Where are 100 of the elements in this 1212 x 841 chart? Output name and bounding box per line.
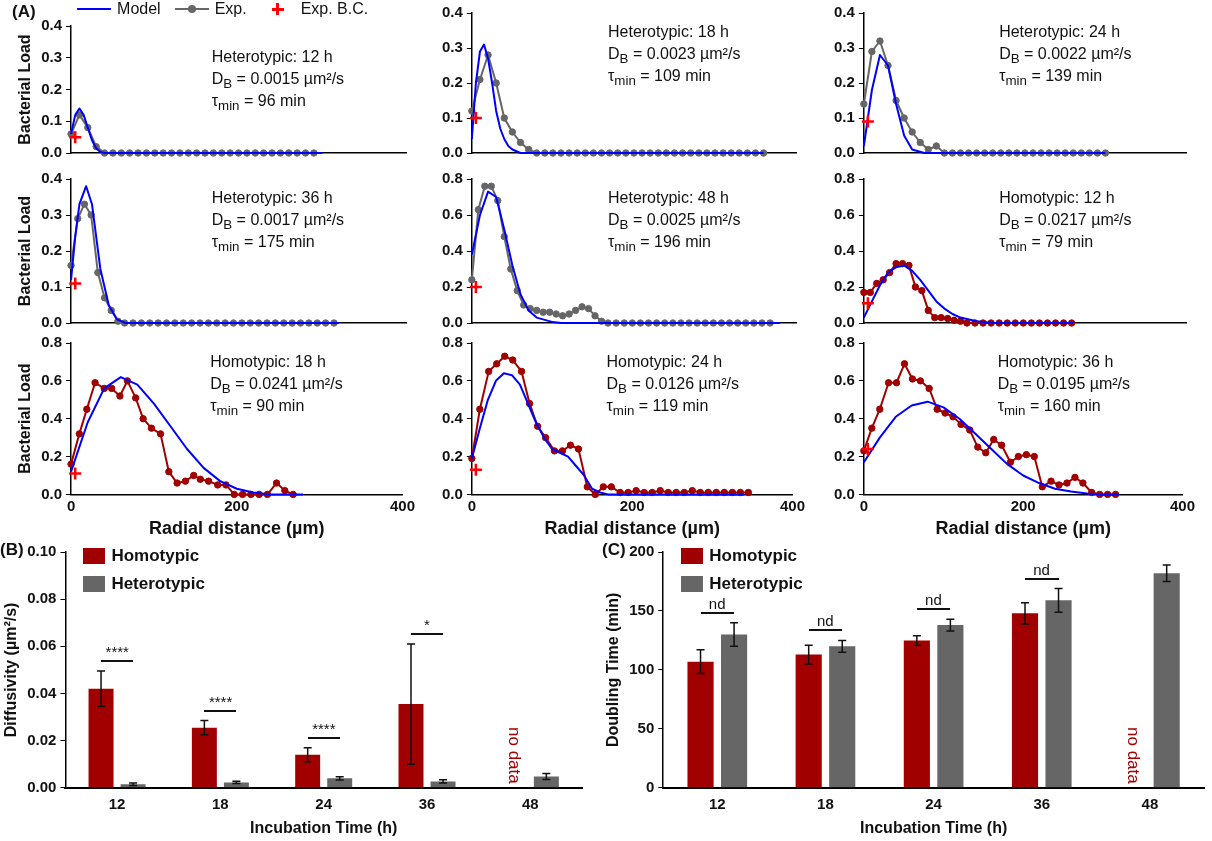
annotation: D$_{B}$ = 0.0015 µm²/s [211, 70, 345, 92]
x-tick-label: 400 [389, 496, 415, 514]
legend-label: Heterotypic [709, 574, 803, 594]
annotation: Heterotypic: 18 h [607, 23, 729, 41]
y-tick-label: 0.2 [41, 446, 63, 464]
y-tick-label: 0.8 [833, 169, 855, 187]
y-axis-title: Bacterial Load [16, 34, 34, 145]
x-axis-title: Incubation Time (h) [250, 818, 398, 836]
annotation: τ$_{min}$ = 160 min [997, 397, 1101, 419]
annotation: τ$_{min}$ = 96 min [211, 92, 306, 114]
y-tick-label: 0.4 [41, 169, 63, 187]
y-tick-label: 0.0 [833, 313, 855, 331]
annotation: D$_{B}$ = 0.0022 µm²/s [999, 45, 1132, 67]
y-tick-label: 0.3 [441, 38, 463, 56]
annotation: τ$_{min}$ = 79 min [999, 233, 1094, 255]
y-tick-label: 0.4 [41, 16, 63, 34]
annotation: D$_{B}$ = 0.0017 µm²/s [211, 211, 345, 233]
y-tick-label: 0.3 [833, 38, 855, 56]
annotation: Homotypic: 12 h [999, 189, 1115, 207]
annotation: Heterotypic: 24 h [999, 23, 1121, 41]
y-tick-label: 0.0 [441, 484, 463, 502]
annotation: Heterotypic: 48 h [607, 189, 729, 207]
y-tick-label: 0.1 [41, 277, 63, 295]
legend-label: Homotypic [709, 546, 798, 566]
annotation: Heterotypic: 12 h [211, 48, 333, 66]
y-tick-label: 0.6 [441, 205, 463, 223]
y-tick-label: 0.4 [833, 408, 856, 426]
legend-label: Model [117, 0, 161, 18]
annotation: Homotypic: 36 h [997, 353, 1114, 371]
y-axis-title: Bacterial Load [16, 363, 34, 474]
y-tick-label: 0.6 [41, 370, 63, 388]
x-tick-label: 18 [817, 794, 834, 812]
y-tick-label: 100 [629, 660, 655, 678]
annotation: nd [1033, 560, 1050, 578]
x-tick-label: 0 [66, 496, 76, 514]
x-tick-label: 0 [467, 496, 477, 514]
y-axis-title: Diffusivity (µm²/s) [2, 602, 20, 738]
legend-label: Exp. B.C. [300, 0, 369, 18]
annotation: τ$_{min}$ = 119 min [606, 397, 709, 419]
y-tick-label: 0.08 [27, 589, 57, 607]
y-tick-label: 0.4 [833, 3, 856, 21]
y-tick-label: 0.4 [441, 241, 464, 259]
y-tick-label: 0.10 [27, 542, 57, 560]
x-tick-label: 12 [108, 794, 126, 812]
y-tick-label: 0.3 [41, 205, 63, 223]
y-tick-label: 0.4 [41, 408, 63, 426]
y-tick-label: 0.2 [441, 277, 463, 295]
y-tick-label: 0.2 [833, 73, 855, 91]
annotation: τ$_{min}$ = 109 min [607, 67, 711, 89]
annotation: τ$_{min}$ = 139 min [999, 67, 1103, 89]
annotation: **** [208, 692, 233, 710]
annotation: Homotypic: 18 h [210, 353, 326, 371]
y-tick-label: 0.2 [441, 446, 463, 464]
y-tick-label: 0.6 [833, 205, 855, 223]
y-tick-label: 150 [629, 601, 655, 619]
y-tick-label: 0.4 [833, 241, 856, 259]
y-tick-label: 0.06 [27, 636, 57, 654]
x-axis-title: Radial distance (µm) [149, 518, 325, 539]
annotation: nd [708, 594, 726, 612]
y-tick-label: 200 [629, 542, 655, 560]
x-tick-label: 36 [1033, 794, 1051, 812]
y-tick-label: 0.8 [41, 333, 63, 351]
annotation: D$_{B}$ = 0.0025 µm²/s [607, 211, 741, 233]
annotation: * [424, 615, 430, 633]
y-tick-label: 0.2 [833, 446, 855, 464]
y-tick-label: 0.6 [441, 370, 463, 388]
chart-title: (B) [0, 540, 24, 560]
y-tick-label: 0.2 [441, 73, 463, 91]
y-tick-label: 0.4 [441, 408, 464, 426]
annotation: no data [1124, 726, 1144, 784]
y-axis-title: Bacterial Load [16, 195, 34, 307]
x-tick-label: 0 [859, 496, 869, 514]
annotation: τ$_{min}$ = 196 min [607, 233, 711, 255]
y-tick-label: 0.2 [41, 241, 63, 259]
chart-title: (A) [12, 2, 36, 22]
x-tick-label: 12 [708, 794, 726, 812]
x-axis-title: Radial distance (µm) [544, 518, 720, 539]
annotation: D$_{B}$ = 0.0195 µm²/s [997, 375, 1131, 397]
annotation: **** [312, 719, 336, 737]
annotation: **** [105, 643, 129, 661]
y-tick-label: 0.3 [41, 47, 63, 65]
x-tick-label: 24 [315, 794, 333, 812]
x-tick-label: 48 [1141, 794, 1159, 812]
y-tick-label: 0.1 [41, 111, 63, 129]
y-tick-label: 0.2 [833, 277, 855, 295]
y-tick-label: 0.04 [27, 683, 58, 701]
y-tick-label: 0.0 [41, 484, 63, 502]
x-tick-label: 400 [1169, 496, 1195, 514]
y-tick-label: 0.02 [27, 730, 57, 748]
y-tick-label: 0.8 [833, 333, 855, 351]
annotation: D$_{B}$ = 0.0217 µm²/s [999, 211, 1132, 233]
y-tick-label: 0.0 [833, 143, 855, 161]
y-tick-label: 0.0 [833, 484, 855, 502]
x-axis-title: Incubation Time (h) [859, 818, 1008, 836]
legend-label: Heterotypic [111, 574, 205, 594]
legend-label: Homotypic [111, 546, 200, 566]
x-tick-label: 24 [925, 794, 943, 812]
y-tick-label: 0.1 [833, 108, 855, 126]
annotation: no data [505, 726, 525, 784]
x-axis-title: Radial distance (µm) [935, 518, 1111, 539]
